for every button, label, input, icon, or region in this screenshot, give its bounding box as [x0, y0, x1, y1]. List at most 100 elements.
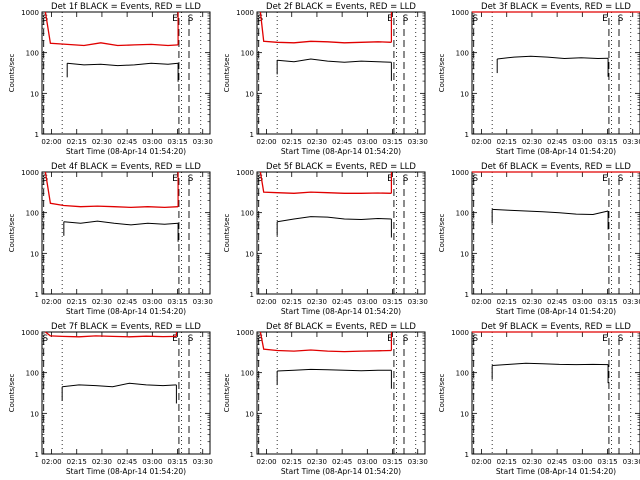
panel-det-5: Det 5f BLACK = Events, RED = LLD Counts/s…: [223, 162, 428, 316]
x-tick-label: 02:45: [547, 138, 567, 146]
x-tick-label: 02:30: [92, 298, 112, 306]
y-tick-label: 1: [250, 291, 254, 299]
start-marker-label: S: [618, 334, 624, 344]
y-tick-label: 1: [465, 451, 469, 459]
lld-series-line: [259, 331, 392, 353]
panel-det-9: Det 9f BLACK = Events, RED = LLD Counts/s…: [438, 322, 640, 476]
x-tick-label: 02:00: [471, 458, 491, 466]
end-marker-label: E: [387, 334, 393, 344]
start-marker-label: S: [618, 174, 624, 184]
panel-title: Det 2f BLACK = Events, RED = LLD: [266, 2, 416, 12]
plot-frame: [41, 331, 211, 455]
lld-series-line: [259, 171, 392, 194]
x-tick-label: 02:45: [117, 138, 137, 146]
y-axis-label: Counts/sec: [438, 54, 446, 93]
start-marker-label: S: [618, 14, 624, 24]
y-tick-label: 10: [30, 90, 39, 98]
panel-title: Det 6f BLACK = Events, RED = LLD: [481, 162, 631, 172]
x-tick-label: 02:45: [547, 458, 567, 466]
x-tick-label: 02:45: [547, 298, 567, 306]
plot-frame: [256, 171, 426, 295]
events-series-line: [67, 62, 179, 67]
start-marker-label: S: [257, 14, 263, 24]
y-axis-label: Counts/sec: [8, 374, 16, 413]
start-marker-label: S: [42, 334, 48, 344]
x-tick-label: 02:15: [497, 458, 517, 466]
x-tick-label: 03:00: [572, 138, 592, 146]
end-marker-label: E: [602, 334, 608, 344]
x-tick-label: 03:00: [142, 458, 162, 466]
end-marker-label: E: [172, 334, 178, 344]
x-tick-label: 03:30: [408, 138, 428, 146]
x-tick-label: 03:30: [193, 458, 213, 466]
x-tick-label: 02:00: [41, 458, 61, 466]
x-axis-label: Start Time (08-Apr-14 01:54:20): [496, 467, 616, 476]
y-tick-label: 1: [35, 131, 39, 139]
plot-frame: [471, 331, 640, 455]
x-tick-label: 03:15: [167, 138, 187, 146]
y-tick-label: 100: [456, 210, 469, 218]
y-tick-label: 1000: [21, 329, 39, 337]
start-marker-label: S: [257, 174, 263, 184]
x-tick-label: 03:15: [167, 298, 187, 306]
y-axis-label: Counts/sec: [223, 214, 231, 253]
start-marker-label: S: [42, 174, 48, 184]
events-series-line: [497, 55, 609, 60]
x-tick-label: 02:30: [307, 138, 327, 146]
y-tick-label: 10: [460, 410, 469, 418]
plot-frame: [41, 11, 211, 135]
y-tick-label: 100: [456, 50, 469, 58]
x-tick-label: 03:30: [408, 298, 428, 306]
x-tick-label: 03:15: [382, 298, 402, 306]
y-tick-label: 1: [465, 131, 469, 139]
y-tick-label: 100: [456, 370, 469, 378]
panel-det-6: Det 6f BLACK = Events, RED = LLD Counts/s…: [438, 162, 640, 316]
events-series-line: [277, 368, 392, 372]
lld-series-line: [44, 171, 179, 209]
start-marker-label: S: [472, 14, 478, 24]
start-marker-label: S: [42, 14, 48, 24]
x-tick-label: 03:00: [357, 298, 377, 306]
lld-series-line: [259, 11, 392, 44]
x-tick-label: 02:15: [497, 298, 517, 306]
x-tick-label: 03:30: [623, 458, 640, 466]
panel-det-8: Det 8f BLACK = Events, RED = LLD Counts/s…: [223, 322, 428, 476]
x-tick-label: 02:15: [67, 138, 87, 146]
x-tick-label: 02:45: [332, 458, 352, 466]
y-tick-label: 100: [26, 370, 39, 378]
y-tick-label: 1000: [451, 169, 469, 177]
x-tick-label: 03:00: [142, 138, 162, 146]
x-tick-label: 03:15: [382, 458, 402, 466]
x-axis-label: Start Time (08-Apr-14 01:54:20): [66, 467, 186, 476]
x-axis-label: Start Time (08-Apr-14 01:54:20): [281, 147, 401, 156]
x-axis-label: Start Time (08-Apr-14 01:54:20): [66, 307, 186, 316]
end-marker-label: E: [387, 174, 393, 184]
panel-det-3: Det 3f BLACK = Events, RED = LLD Counts/s…: [438, 2, 640, 156]
end-marker-label: E: [602, 14, 608, 24]
x-tick-label: 02:15: [282, 138, 302, 146]
x-axis-label: Start Time (08-Apr-14 01:54:20): [281, 467, 401, 476]
x-tick-label: 02:00: [256, 458, 276, 466]
start-marker-label: S: [403, 334, 409, 344]
x-tick-label: 02:00: [256, 298, 276, 306]
panel-title: Det 7f BLACK = Events, RED = LLD: [51, 322, 201, 332]
x-tick-label: 03:00: [572, 298, 592, 306]
panel-title: Det 1f BLACK = Events, RED = LLD: [51, 2, 201, 12]
start-marker-label: S: [188, 174, 194, 184]
y-axis-label: Counts/sec: [8, 54, 16, 93]
x-tick-label: 02:30: [522, 138, 542, 146]
x-tick-label: 03:15: [382, 138, 402, 146]
end-marker-label: E: [172, 174, 178, 184]
y-tick-label: 1: [35, 451, 39, 459]
x-tick-label: 02:30: [92, 138, 112, 146]
y-tick-label: 1000: [236, 169, 254, 177]
end-marker-label: E: [387, 14, 393, 24]
x-axis-label: Start Time (08-Apr-14 01:54:20): [281, 307, 401, 316]
y-tick-label: 1: [250, 451, 254, 459]
x-tick-label: 02:15: [282, 458, 302, 466]
end-marker-label: E: [172, 14, 178, 24]
panel-det-7: Det 7f BLACK = Events, RED = LLD Counts/s…: [8, 322, 213, 476]
x-tick-label: 02:30: [307, 298, 327, 306]
start-marker-label: S: [472, 174, 478, 184]
